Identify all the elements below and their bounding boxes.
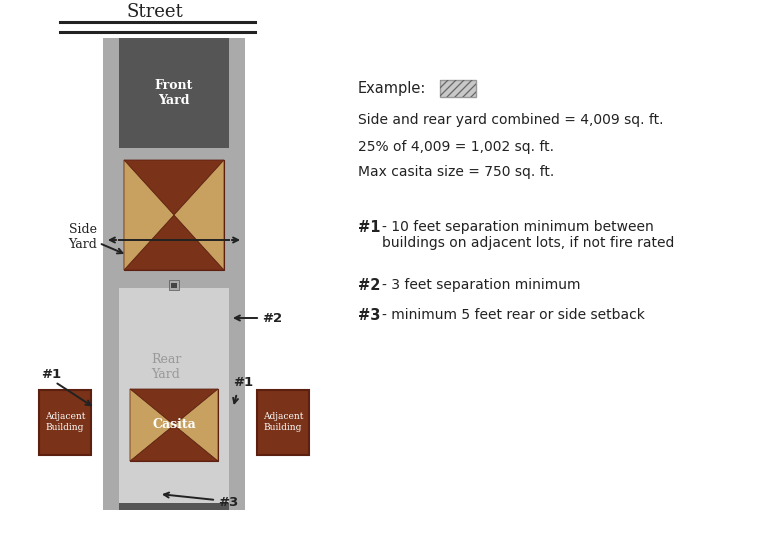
Text: - 10 feet separation minimum between
buildings on adjacent lots, if not fire rat: - 10 feet separation minimum between bui… [382,220,674,250]
Text: #2: #2 [262,311,282,324]
Polygon shape [169,280,179,290]
Text: Side
Yard: Side Yard [68,223,97,251]
Text: #2: #2 [358,278,380,293]
Polygon shape [124,215,224,270]
FancyBboxPatch shape [440,80,476,97]
Polygon shape [124,160,224,270]
Text: Adjacent
Building: Adjacent Building [263,412,303,432]
Polygon shape [103,38,119,510]
Text: #3: #3 [358,308,380,323]
Text: Adjacent
Building: Adjacent Building [45,412,85,432]
Polygon shape [124,160,174,270]
Polygon shape [257,390,309,454]
Text: - 3 feet separation minimum: - 3 feet separation minimum [382,278,581,292]
Polygon shape [119,288,229,503]
Polygon shape [229,38,245,510]
Polygon shape [103,38,245,510]
Polygon shape [39,390,91,454]
Polygon shape [174,389,218,461]
Text: #3: #3 [218,495,238,509]
Text: Max casita size = 750 sq. ft.: Max casita size = 750 sq. ft. [358,165,554,179]
Polygon shape [119,38,229,148]
Polygon shape [171,283,177,288]
Text: Street: Street [127,3,184,21]
Text: Front
Yard: Front Yard [155,79,194,107]
Polygon shape [130,389,218,461]
Text: #1: #1 [233,375,253,389]
Polygon shape [174,160,224,270]
Text: 25% of 4,009 = 1,002 sq. ft.: 25% of 4,009 = 1,002 sq. ft. [358,140,554,154]
Polygon shape [119,148,229,288]
Polygon shape [124,160,224,215]
Text: - minimum 5 feet rear or side setback: - minimum 5 feet rear or side setback [382,308,645,322]
Text: Rear
Yard: Rear Yard [151,353,181,381]
Polygon shape [130,425,218,461]
Text: #1: #1 [41,368,61,381]
Polygon shape [130,389,174,461]
Text: #1: #1 [358,220,380,235]
Polygon shape [130,389,218,425]
Text: Casita: Casita [152,419,196,431]
Text: Example:: Example: [358,81,426,95]
Text: Side and rear yard combined = 4,009 sq. ft.: Side and rear yard combined = 4,009 sq. … [358,113,664,127]
